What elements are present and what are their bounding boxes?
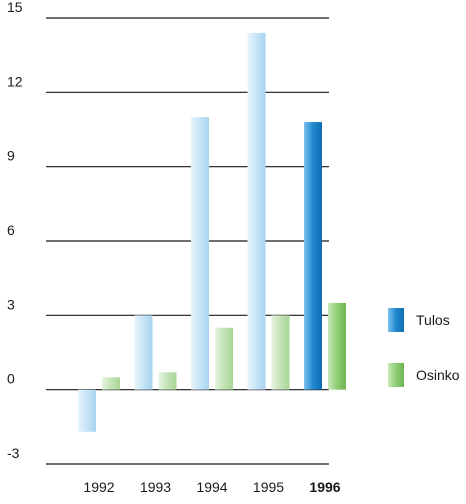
legend-label-osinko: Osinko (416, 367, 460, 383)
osinko-bar-1994 (215, 327, 233, 390)
x-axis-ticks: 1992 1993 1994 1995 1996 (83, 479, 340, 495)
tulos-bar-1995 (247, 32, 266, 390)
legend-swatch-osinko (388, 363, 404, 387)
y-tick-label: -3 (7, 445, 20, 461)
tulos-bar-1993 (134, 315, 153, 390)
osinko-bar-1996 (328, 302, 346, 390)
tulos-bar-1992 (78, 389, 96, 432)
y-tick-label: 15 (7, 0, 23, 15)
osinko-bar-1992 (102, 377, 120, 390)
x-tick-label: 1995 (253, 479, 284, 495)
legend-swatch-tulos (388, 308, 404, 332)
x-tick-label: 1996 (309, 479, 340, 495)
y-tick-label: 6 (7, 222, 15, 238)
y-tick-label: 0 (7, 371, 15, 387)
tulos-bar-1996 (304, 122, 322, 390)
y-axis-ticks: -3 0 3 6 9 12 15 (7, 0, 23, 461)
y-tick-label: 9 (7, 148, 15, 164)
x-tick-label: 1992 (83, 479, 114, 495)
bars (78, 32, 346, 432)
tulos-bar-1994 (191, 117, 209, 390)
x-tick-label: 1993 (140, 479, 171, 495)
x-tick-label: 1994 (196, 479, 227, 495)
legend: Tulos Osinko (388, 308, 460, 387)
osinko-bar-1995 (271, 315, 290, 390)
legend-label-tulos: Tulos (416, 312, 450, 328)
osinko-bar-1993 (158, 372, 177, 390)
y-tick-label: 3 (7, 296, 15, 312)
y-tick-label: 12 (7, 73, 23, 89)
